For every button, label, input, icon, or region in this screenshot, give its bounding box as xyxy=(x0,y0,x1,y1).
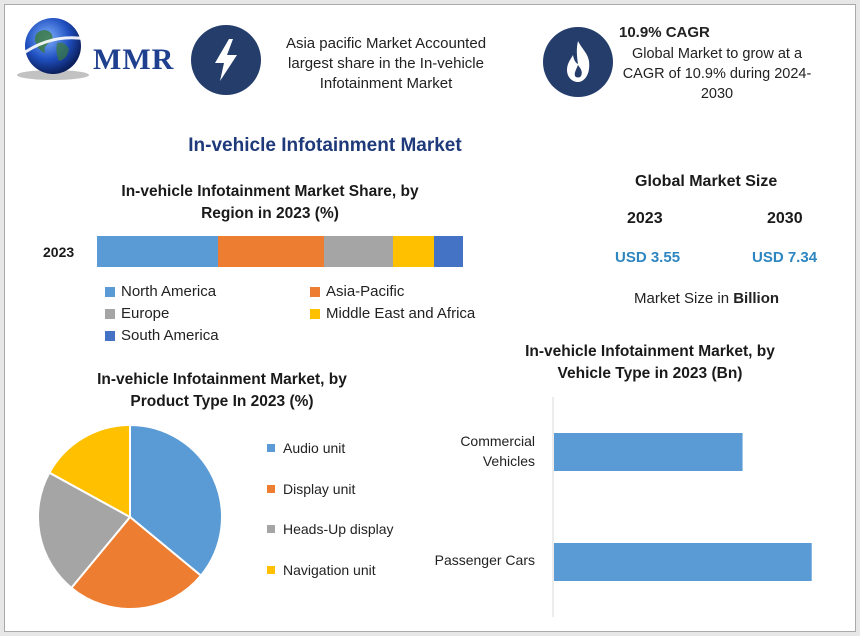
region-stacked-bar xyxy=(97,236,463,267)
region-segment-south-america xyxy=(433,236,463,267)
legend-label: Middle East and Africa xyxy=(326,305,476,322)
legend-label: North America xyxy=(121,283,217,300)
pie-slice-display-unit xyxy=(69,515,203,610)
market-size-note-unit: Billion xyxy=(733,290,780,307)
legend-swatch xyxy=(105,286,115,297)
region-segment-asia-pacific xyxy=(217,236,324,267)
lightning-icon xyxy=(191,25,261,95)
legend-south-america: South America xyxy=(105,327,219,344)
cagr-title: 10.9% CAGR xyxy=(619,24,710,41)
market-size-year-2023: 2023 xyxy=(627,210,663,227)
category-label-passenger-cars: Passenger Cars xyxy=(434,552,535,568)
region-chart-title: In-vehicle Infotainment Market Share, by… xyxy=(121,183,419,222)
pie-legend-navigation-unit: Navigation unit xyxy=(267,562,376,578)
market-size-title: Global Market Size xyxy=(635,173,778,190)
pie-legend-display-unit: Display unit xyxy=(267,481,355,497)
region-category-label: 2023 xyxy=(43,244,75,260)
pie-slice-audio-unit xyxy=(129,423,223,578)
region-segment-europe xyxy=(323,236,394,267)
vehicle-bar-chart xyxy=(552,397,812,617)
globe-logo-icon xyxy=(17,18,89,80)
legend-swatch xyxy=(267,444,275,452)
legend-label: Asia-Pacific xyxy=(326,283,405,300)
legend-label: Navigation unit xyxy=(283,562,376,578)
vehicle-chart-title: In-vehicle Infotainment Market, by Vehic… xyxy=(525,343,775,382)
vehicle-bar-passenger-cars xyxy=(554,543,812,581)
legend-asia-pacific: Asia-Pacific xyxy=(310,283,404,300)
category-label-commercial-vehicles: Commercial Vehicles xyxy=(460,433,535,469)
legend-swatch xyxy=(310,308,320,319)
legend-label: Europe xyxy=(121,305,170,322)
pie-slice-heads-up-display xyxy=(37,471,132,590)
legend-europe: Europe xyxy=(105,305,169,322)
product-pie-chart xyxy=(37,423,223,610)
pie-legend-heads-up-display: Heads-Up display xyxy=(267,521,394,537)
vehicle-bar-commercial-vehicles xyxy=(554,433,743,471)
market-size-value-2030: USD 7.34 xyxy=(752,249,818,266)
legend-label: South America xyxy=(121,327,219,344)
logo-text: MMR xyxy=(93,43,175,76)
legend-label: Heads-Up display xyxy=(283,521,394,537)
legend-label: Display unit xyxy=(283,481,356,497)
legend-swatch xyxy=(267,485,275,493)
legend-swatch xyxy=(267,566,275,574)
pie-legend-audio-unit: Audio unit xyxy=(267,440,345,456)
legend-label: Audio unit xyxy=(283,440,346,456)
legend-swatch xyxy=(105,308,115,319)
legend-swatch xyxy=(105,330,115,341)
cagr-info: Global Market to grow at a CAGR of 10.9%… xyxy=(622,46,812,102)
market-size-year-2030: 2030 xyxy=(767,210,803,227)
asia-pacific-info: Asia pacific Market Accounted largest sh… xyxy=(285,35,487,92)
market-size-note: Market Size in Billion xyxy=(634,290,779,307)
legend-swatch xyxy=(310,286,320,297)
legend-swatch xyxy=(267,525,275,533)
infographic-frame: MMR Asia pacific Market Accounted larges… xyxy=(4,4,856,632)
region-segment-middle-east-and-africa xyxy=(393,236,434,267)
legend-middle-east-africa: Middle East and Africa xyxy=(310,305,475,322)
market-size-note-prefix: Market Size in xyxy=(634,290,734,307)
market-size-value-2023: USD 3.55 xyxy=(615,249,681,266)
flame-icon xyxy=(543,27,613,97)
legend-north-america: North America xyxy=(105,283,216,300)
page-title: In-vehicle Infotainment Market xyxy=(188,135,462,156)
region-segment-north-america xyxy=(97,236,218,267)
pie-slice-navigation-unit xyxy=(48,423,131,519)
product-chart-title: In-vehicle Infotainment Market, by Produ… xyxy=(97,371,347,410)
